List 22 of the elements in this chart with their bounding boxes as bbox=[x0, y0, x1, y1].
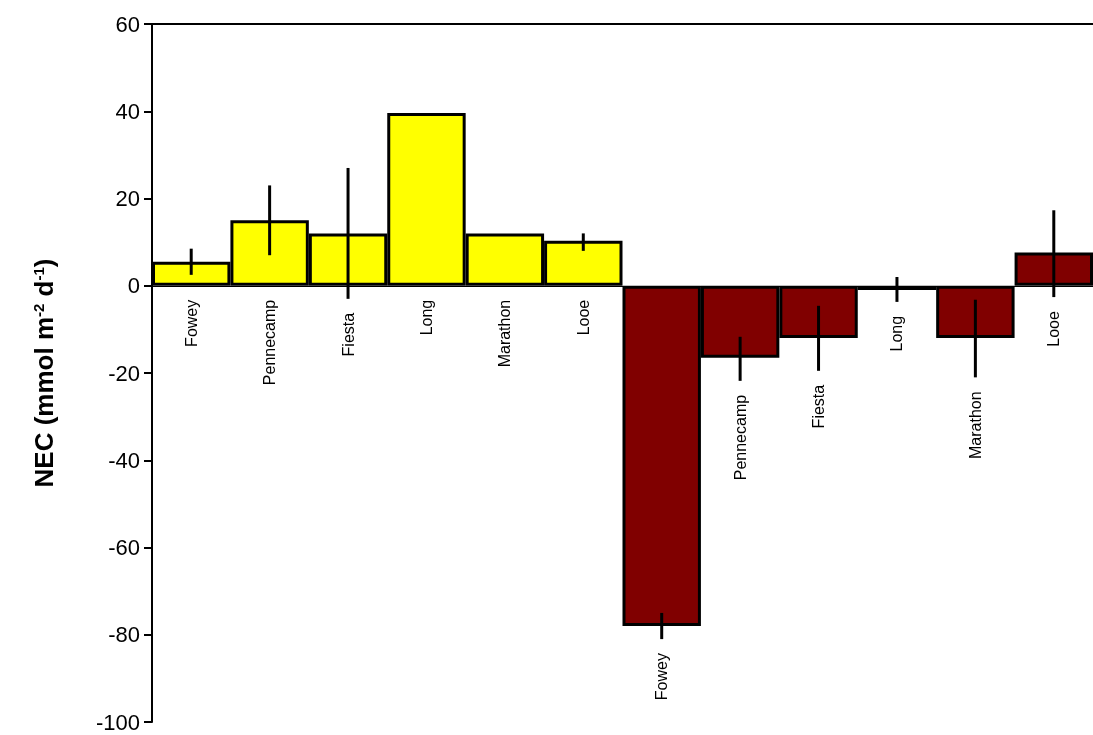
y-tick-label: 40 bbox=[115, 98, 140, 124]
x-tick-label: Looe bbox=[574, 299, 592, 336]
x-tick-label: Fiesta bbox=[339, 312, 357, 357]
x-tick-label: Pennecamp bbox=[731, 394, 749, 481]
x-tick-label: Fowey bbox=[182, 299, 200, 347]
x-tick-label: Marathon bbox=[966, 391, 984, 459]
x-tick-label: Looe bbox=[1045, 310, 1063, 347]
x-tick-label: Fiesta bbox=[810, 384, 828, 429]
y-tick-label: -60 bbox=[108, 535, 140, 560]
y-tick-label: 20 bbox=[115, 186, 140, 211]
y-tick-label: -80 bbox=[108, 622, 140, 648]
x-tick-label: Long bbox=[417, 299, 435, 336]
y-tick-label: 60 bbox=[115, 11, 140, 37]
y-tick-label: -100 bbox=[95, 709, 140, 735]
y-axis-title: NEC (mmol m-2 d-1) bbox=[29, 258, 59, 488]
y-tick-label: -20 bbox=[108, 360, 140, 386]
x-tick-label: Marathon bbox=[496, 299, 514, 368]
x-tick-label: Fowey bbox=[653, 653, 671, 701]
x-tick-label: Long bbox=[888, 315, 906, 352]
y-tick-label: 0 bbox=[127, 273, 140, 299]
y-tick-label: -40 bbox=[108, 447, 140, 473]
x-tick-label: Pennecamp bbox=[261, 299, 279, 386]
